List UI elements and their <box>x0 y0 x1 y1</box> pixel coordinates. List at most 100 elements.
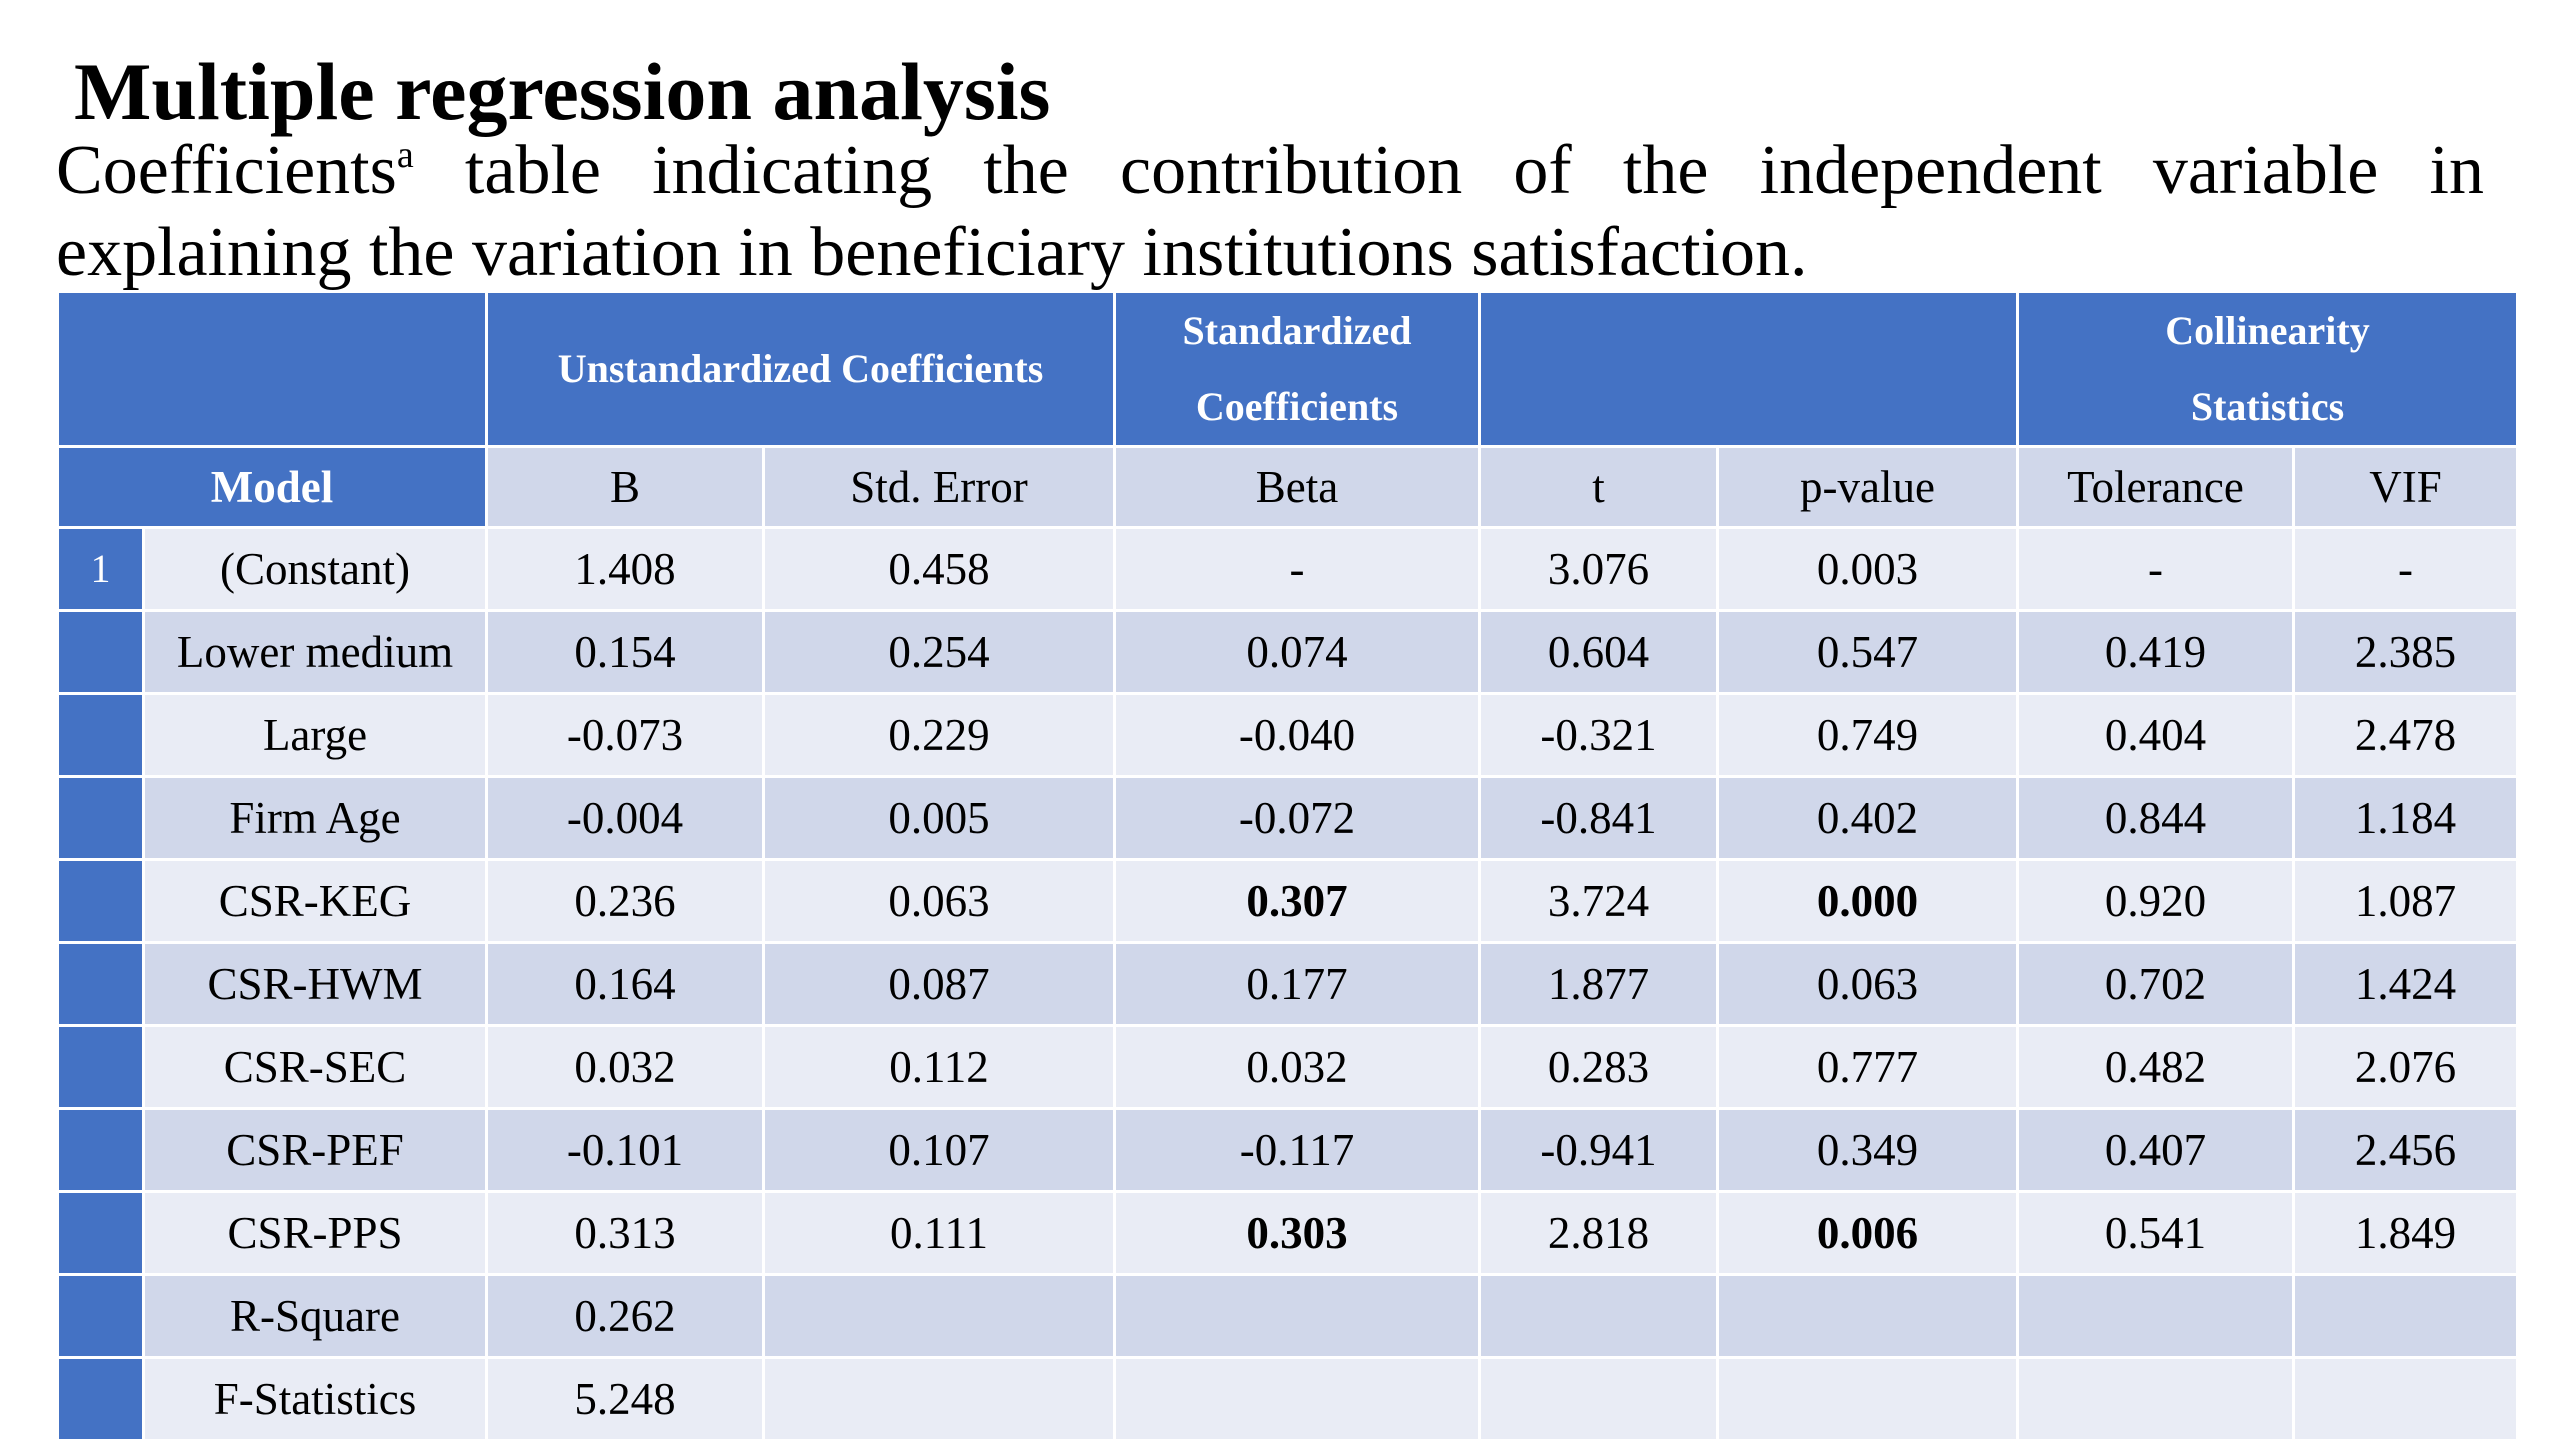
row-index-cell <box>56 1107 145 1193</box>
table-row: Firm Age -0.004 0.005 -0.072 -0.841 0.402 0.84… <box>56 775 2520 861</box>
std-error-value: 0.229 <box>762 692 1116 778</box>
t-value: 0.604 <box>1478 609 1719 695</box>
table-row: CSR-PPS 0.313 0.111 0.303 2.818 0.006 0.541 1.8… <box>56 1190 2520 1276</box>
header-blank-t <box>1478 290 2019 448</box>
t-value: -0.321 <box>1478 692 1719 778</box>
std-error-value: 0.087 <box>762 941 1116 1027</box>
tolerance-value: 0.407 <box>2016 1107 2295 1193</box>
row-label: CSR-PEF <box>142 1107 488 1193</box>
beta-value: 0.032 <box>1113 1024 1481 1110</box>
slide-subtitle: Coefficientsa table indicating the contr… <box>56 130 2484 290</box>
vif-value: 2.076 <box>2291 1024 2520 1110</box>
p-value: 0.749 <box>1716 692 2019 778</box>
beta-value: -0.040 <box>1113 692 1481 778</box>
p-value: 0.777 <box>1716 1024 2019 1110</box>
beta-value: 0.074 <box>1113 609 1481 695</box>
std-error-value: 0.458 <box>762 526 1116 612</box>
table-body: 1 (Constant) 1.408 0.458-3.076 0.003- - Lower … <box>56 526 2520 1276</box>
row-label: CSR-PPS <box>142 1190 488 1276</box>
header-standardized: Standardized Coefficients <box>1113 290 1481 448</box>
f-statistics-label: F-Statistics <box>142 1356 488 1442</box>
tolerance-value: 0.482 <box>2016 1024 2295 1110</box>
std-error-value: 0.107 <box>762 1107 1116 1193</box>
row-label: CSR-SEC <box>142 1024 488 1110</box>
p-value: 0.402 <box>1716 775 2019 861</box>
b-value: -0.101 <box>485 1107 765 1193</box>
beta-value: 0.307 <box>1113 858 1481 944</box>
row-index-cell <box>56 775 145 861</box>
subtitle-lead: Coefficients <box>56 132 397 209</box>
row-label: Lower medium <box>142 609 488 695</box>
row-index-cell <box>56 858 145 944</box>
column-model: Model <box>56 445 488 529</box>
r-square-row: R-Square 0.262 <box>56 1273 2520 1359</box>
row-label: Firm Age <box>142 775 488 861</box>
std-error-value: 0.005 <box>762 775 1116 861</box>
t-value: 0.283 <box>1478 1024 1719 1110</box>
column-beta: Beta <box>1113 445 1481 529</box>
t-value: -0.841 <box>1478 775 1719 861</box>
b-value: 0.236 <box>485 858 765 944</box>
vif-value: 1.849 <box>2291 1190 2520 1276</box>
beta-value: -0.072 <box>1113 775 1481 861</box>
table-row: CSR-HWM 0.164 0.087 0.177 1.877 0.063 0.702 1.4… <box>56 941 2520 1027</box>
tolerance-value: - <box>2016 526 2295 612</box>
table-row: 1 (Constant) 1.408 0.458-3.076 0.003- - <box>56 526 2520 612</box>
table-row: Large -0.073 0.229 -0.040 -0.321 0.749 0.404 2.… <box>56 692 2520 778</box>
beta-value: - <box>1113 526 1481 612</box>
vif-value: - <box>2291 526 2520 612</box>
std-error-value: 0.112 <box>762 1024 1116 1110</box>
std-error-value: 0.063 <box>762 858 1116 944</box>
tolerance-value: 0.920 <box>2016 858 2295 944</box>
header-unstandardized: Unstandardized Coefficients <box>485 290 1116 448</box>
row-index-cell <box>56 1024 145 1110</box>
subtitle-superscript: a <box>396 134 414 176</box>
vif-value: 2.478 <box>2291 692 2520 778</box>
t-value: 3.076 <box>1478 526 1719 612</box>
p-value: 0.547 <box>1716 609 2019 695</box>
f-statistics-row: F-Statistics 5.248 <box>56 1356 2520 1442</box>
column-header-row: Model B Std. Error Beta t p-value Tolera… <box>56 445 2520 529</box>
t-value: 1.877 <box>1478 941 1719 1027</box>
row-index-cell <box>56 941 145 1027</box>
row-index-cell <box>56 1273 145 1359</box>
row-index-cell <box>56 692 145 778</box>
vif-value: 2.456 <box>2291 1107 2520 1193</box>
t-value: -0.941 <box>1478 1107 1719 1193</box>
header-collinearity: Collinearity Statistics <box>2015 290 2520 448</box>
b-value: -0.004 <box>485 775 765 861</box>
column-b: B <box>485 445 765 529</box>
b-value: -0.073 <box>485 692 765 778</box>
column-vif: VIF <box>2291 445 2520 529</box>
f-statistics-value: 5.248 <box>485 1356 765 1442</box>
slide-title: Multiple regression analysis <box>74 46 1051 137</box>
subtitle-rest: table indicating the contribution of the… <box>56 132 2484 290</box>
beta-value: 0.303 <box>1113 1190 1481 1276</box>
tolerance-value: 0.404 <box>2016 692 2295 778</box>
table-row: Lower medium 0.154 0.254 0.074 0.604 0.547 0.4… <box>56 609 2520 695</box>
row-index-cell <box>56 1190 145 1276</box>
p-value: 0.349 <box>1716 1107 2019 1193</box>
row-label: (Constant) <box>142 526 488 612</box>
row-label: Large <box>142 692 488 778</box>
row-label: CSR-KEG <box>142 858 488 944</box>
tolerance-value: 0.844 <box>2016 775 2295 861</box>
b-value: 1.408 <box>485 526 765 612</box>
tolerance-value: 0.541 <box>2016 1190 2295 1276</box>
std-error-value: 0.254 <box>762 609 1116 695</box>
b-value: 0.032 <box>485 1024 765 1110</box>
row-index-cell: 1 <box>56 526 145 612</box>
table-row: CSR-KEG 0.236 0.063 0.307 3.724 0.000 0.920 1.0… <box>56 858 2520 944</box>
row-index-cell <box>56 1356 145 1442</box>
group-header-row: Unstandardized Coefficients Standardized… <box>56 290 2520 448</box>
r-square-value: 0.262 <box>485 1273 765 1359</box>
tolerance-value: 0.419 <box>2016 609 2295 695</box>
row-label: CSR-HWM <box>142 941 488 1027</box>
beta-value: 0.177 <box>1113 941 1481 1027</box>
header-blank <box>56 290 488 448</box>
vif-value: 1.424 <box>2291 941 2520 1027</box>
p-value: 0.063 <box>1716 941 2019 1027</box>
p-value: 0.003 <box>1716 526 2019 612</box>
column-t: t <box>1478 445 1719 529</box>
